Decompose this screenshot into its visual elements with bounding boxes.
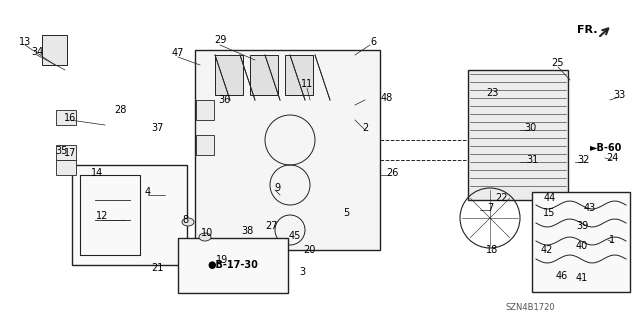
Text: 39: 39: [576, 221, 588, 231]
Bar: [56, 110, 76, 125]
Text: 13: 13: [19, 37, 31, 47]
Text: 18: 18: [486, 245, 498, 255]
Text: FR.: FR.: [577, 25, 598, 35]
Bar: [532, 192, 630, 292]
Text: 12: 12: [96, 211, 108, 221]
Text: 32: 32: [578, 155, 590, 165]
Bar: [178, 238, 288, 293]
Text: 19: 19: [216, 255, 228, 265]
Text: 45: 45: [289, 231, 301, 241]
Text: 36: 36: [218, 95, 230, 105]
Text: 23: 23: [486, 88, 498, 98]
Bar: [215, 55, 243, 95]
Ellipse shape: [182, 218, 194, 226]
Text: 44: 44: [544, 193, 556, 203]
Text: 8: 8: [182, 215, 188, 225]
Text: 10: 10: [201, 228, 213, 238]
Text: 21: 21: [151, 263, 163, 273]
Text: 46: 46: [556, 271, 568, 281]
Text: 28: 28: [114, 105, 126, 115]
Text: 42: 42: [541, 245, 553, 255]
Text: 2: 2: [362, 123, 368, 133]
Text: 17: 17: [64, 148, 76, 158]
Text: ●B-17-30: ●B-17-30: [207, 260, 258, 270]
Text: 43: 43: [584, 203, 596, 213]
Text: 35: 35: [55, 146, 67, 156]
Text: 41: 41: [576, 273, 588, 283]
Bar: [285, 55, 313, 95]
Text: 33: 33: [613, 90, 625, 100]
Text: 37: 37: [151, 123, 163, 133]
Text: 1: 1: [609, 235, 615, 245]
Bar: [72, 165, 187, 265]
Text: 24: 24: [606, 153, 618, 163]
Bar: [196, 100, 214, 120]
Text: 5: 5: [343, 208, 349, 218]
Text: 4: 4: [145, 187, 151, 197]
Bar: [195, 50, 380, 250]
Bar: [56, 160, 76, 175]
Text: 7: 7: [487, 203, 493, 213]
Text: 29: 29: [214, 35, 226, 45]
Bar: [42, 35, 67, 65]
Text: 20: 20: [303, 245, 315, 255]
Text: 34: 34: [31, 47, 43, 57]
Text: 16: 16: [64, 113, 76, 123]
Text: 40: 40: [576, 241, 588, 251]
Text: 30: 30: [524, 123, 536, 133]
Text: ►B-60: ►B-60: [590, 143, 622, 153]
Bar: [196, 135, 214, 155]
Text: 15: 15: [543, 208, 555, 218]
Bar: [56, 145, 76, 160]
Text: 47: 47: [172, 48, 184, 58]
Text: 38: 38: [241, 226, 253, 236]
Text: SZN4B1720: SZN4B1720: [505, 303, 555, 313]
Text: 6: 6: [370, 37, 376, 47]
Text: 9: 9: [274, 183, 280, 193]
Bar: [250, 55, 278, 95]
Text: 48: 48: [381, 93, 393, 103]
Text: 11: 11: [301, 79, 313, 89]
Ellipse shape: [199, 233, 211, 241]
Bar: [468, 70, 568, 200]
Text: 26: 26: [386, 168, 398, 178]
Text: 14: 14: [91, 168, 103, 178]
Text: 22: 22: [496, 193, 508, 203]
Text: 27: 27: [266, 221, 278, 231]
Text: 3: 3: [299, 267, 305, 277]
Text: 25: 25: [552, 58, 564, 68]
Text: 31: 31: [526, 155, 538, 165]
